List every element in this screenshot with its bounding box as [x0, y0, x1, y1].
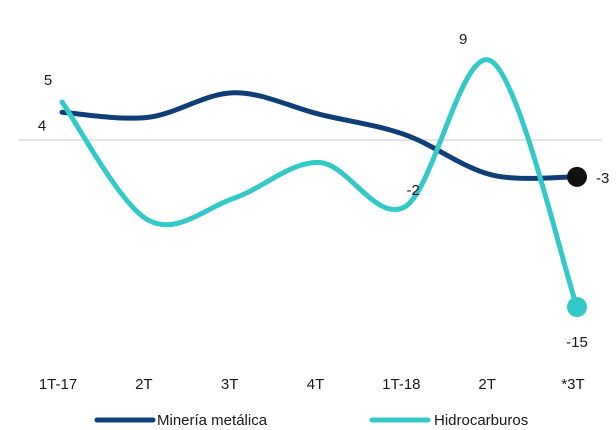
data-label-0: 4 [38, 117, 46, 134]
legend-label-0: Minería metálica [157, 412, 268, 429]
x-tick-label: 4T [307, 376, 325, 393]
x-tick-label: 2T [135, 376, 153, 393]
data-label-4: -3 [596, 170, 609, 187]
x-axis-ticks: 1T-17 2T 3T 4T 1T-18 2T *3T [39, 376, 585, 393]
data-label-3: 9 [459, 31, 467, 48]
end-marker-hidrocarburos [567, 297, 587, 317]
series-layer [59, 57, 580, 310]
data-label-1: 5 [44, 72, 52, 89]
legend: Minería metálica Hidrocarburos [94, 412, 528, 429]
x-tick-label: 2T [478, 376, 496, 393]
data-label-2: -2 [406, 182, 419, 199]
x-tick-label: 1T-18 [382, 376, 420, 393]
data-label-5: -15 [566, 334, 588, 351]
legend-label-1: Hidrocarburos [434, 412, 528, 429]
x-tick-label: *3T [561, 376, 584, 393]
end-marker-mineria [567, 166, 587, 187]
x-tick-label: 3T [221, 376, 239, 393]
series-line-0 [59, 90, 580, 181]
series-line-1 [59, 57, 580, 310]
data-label-layer: 4 5 -2 9 -3 -15 [38, 31, 610, 351]
x-tick-label: 1T-17 [39, 376, 77, 393]
marker-layer [567, 166, 587, 317]
